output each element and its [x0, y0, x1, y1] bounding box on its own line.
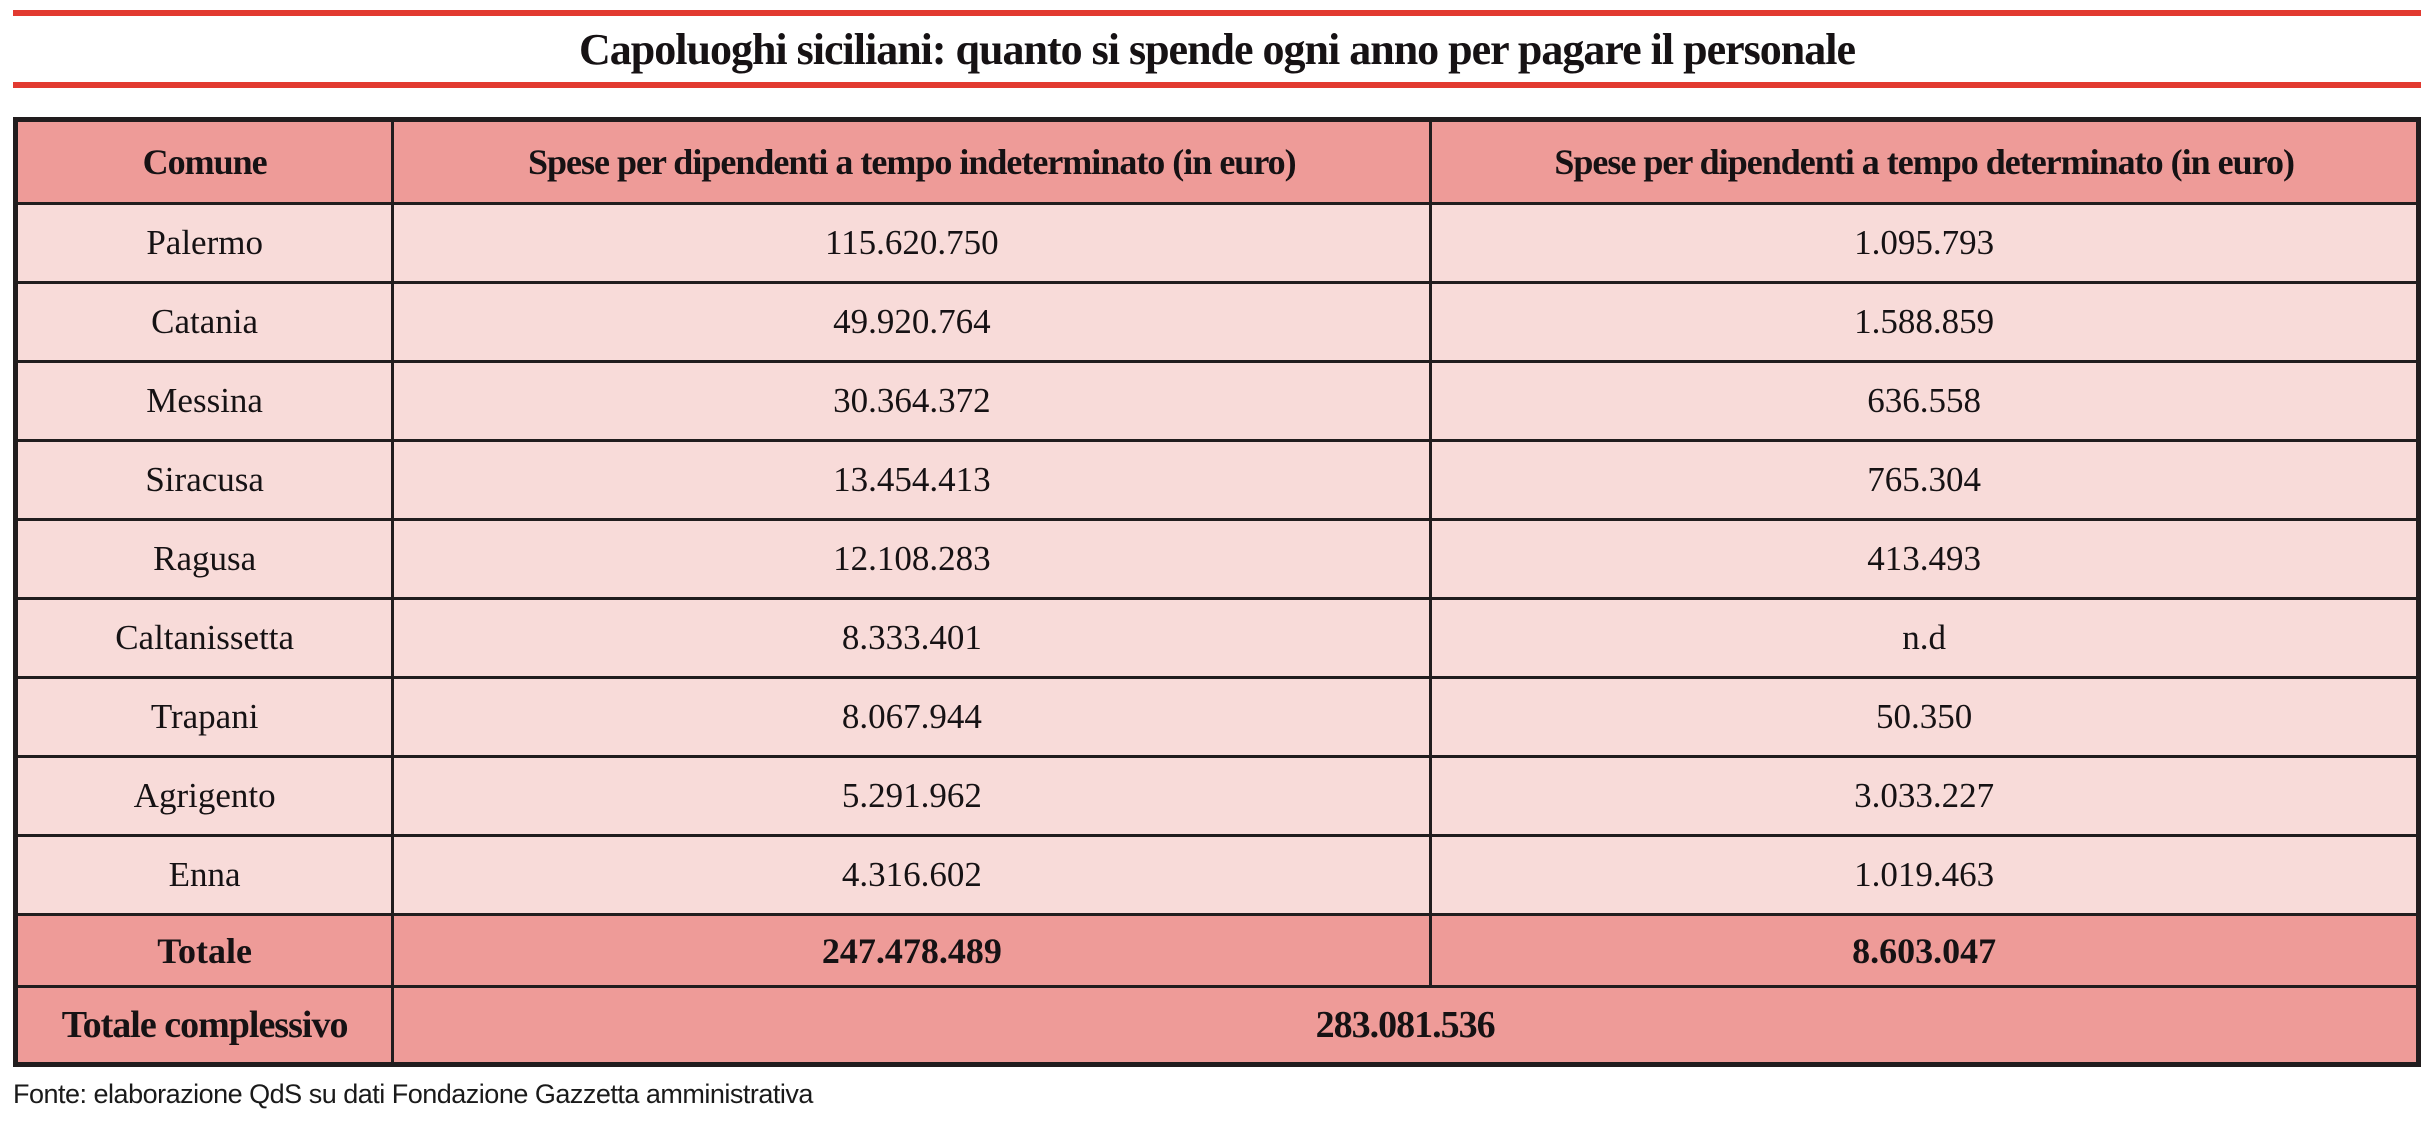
total-determinato-cell: 8.603.047 — [1429, 913, 2420, 988]
comune-cell: Caltanissetta — [13, 597, 395, 679]
header-row: Comune Spese per dipendenti a tempo inde… — [13, 118, 2420, 205]
table-row: Caltanissetta 8.333.401 n.d — [13, 597, 2420, 679]
comune-cell: Catania — [13, 281, 395, 363]
determinato-cell: n.d — [1429, 597, 2420, 679]
table-row: Trapani 8.067.944 50.350 — [13, 676, 2420, 758]
comune-cell: Trapani — [13, 676, 395, 758]
determinato-cell: 765.304 — [1429, 439, 2420, 521]
table-row: Catania 49.920.764 1.588.859 — [13, 281, 2420, 363]
determinato-cell: 3.033.227 — [1429, 755, 2420, 837]
comune-cell: Agrigento — [13, 755, 395, 837]
grand-total-row: Totale complessivo 283.081.536 — [13, 985, 2420, 1066]
indeterminato-cell: 13.454.413 — [391, 439, 1433, 521]
determinato-cell: 1.588.859 — [1429, 281, 2420, 363]
table-row: Agrigento 5.291.962 3.033.227 — [13, 755, 2420, 837]
determinato-cell: 50.350 — [1429, 676, 2420, 758]
total-label-cell: Totale — [13, 913, 395, 988]
indeterminato-cell: 30.364.372 — [391, 360, 1433, 442]
table-row: Palermo 115.620.750 1.095.793 — [13, 202, 2420, 284]
indeterminato-cell: 4.316.602 — [391, 834, 1433, 916]
spacer — [13, 88, 2421, 117]
indeterminato-cell: 115.620.750 — [391, 202, 1433, 284]
determinato-cell: 636.558 — [1429, 360, 2420, 442]
table-totals: Totale 247.478.489 8.603.047 Totale comp… — [13, 913, 2420, 1066]
table-row: Siracusa 13.454.413 765.304 — [13, 439, 2420, 521]
determinato-cell: 1.019.463 — [1429, 834, 2420, 916]
top-red-rule — [13, 10, 2421, 16]
table-body: Palermo 115.620.750 1.095.793 Catania 49.920… — [13, 202, 2420, 916]
source-note: Fonte: elaborazione QdS su dati Fondazio… — [13, 1079, 813, 1109]
title-zone: Capoluoghi siciliani: quanto si spende o… — [13, 16, 2421, 82]
total-row: Totale 247.478.489 8.603.047 — [13, 913, 2420, 988]
column-header-determinato: Spese per dipendenti a tempo determinato… — [1429, 118, 2420, 205]
indeterminato-cell: 12.108.283 — [391, 518, 1433, 600]
total-indeterminato-cell: 247.478.489 — [391, 913, 1433, 988]
comune-cell: Enna — [13, 834, 395, 916]
table-row: Ragusa 12.108.283 413.493 — [13, 518, 2420, 600]
grand-total-label-cell: Totale complessivo — [13, 985, 395, 1066]
table-row: Messina 30.364.372 636.558 — [13, 360, 2420, 442]
indeterminato-cell: 8.067.944 — [391, 676, 1433, 758]
column-header-indeterminato: Spese per dipendenti a tempo indetermina… — [391, 118, 1433, 205]
comune-cell: Messina — [13, 360, 395, 442]
indeterminato-cell: 5.291.962 — [391, 755, 1433, 837]
determinato-cell: 413.493 — [1429, 518, 2420, 600]
spending-table: Comune Spese per dipendenti a tempo inde… — [13, 117, 2421, 1067]
page-title: Capoluoghi siciliani: quanto si spende o… — [579, 24, 1856, 74]
bottom-red-rule — [13, 82, 2421, 88]
table-row: Enna 4.316.602 1.019.463 — [13, 834, 2420, 916]
comune-cell: Ragusa — [13, 518, 395, 600]
indeterminato-cell: 49.920.764 — [391, 281, 1433, 363]
comune-cell: Siracusa — [13, 439, 395, 521]
table-header: Comune Spese per dipendenti a tempo inde… — [13, 118, 2420, 205]
grand-total-value-cell: 283.081.536 — [391, 985, 2420, 1066]
determinato-cell: 1.095.793 — [1429, 202, 2420, 284]
comune-cell: Palermo — [13, 202, 395, 284]
indeterminato-cell: 8.333.401 — [391, 597, 1433, 679]
column-header-comune: Comune — [13, 118, 395, 205]
